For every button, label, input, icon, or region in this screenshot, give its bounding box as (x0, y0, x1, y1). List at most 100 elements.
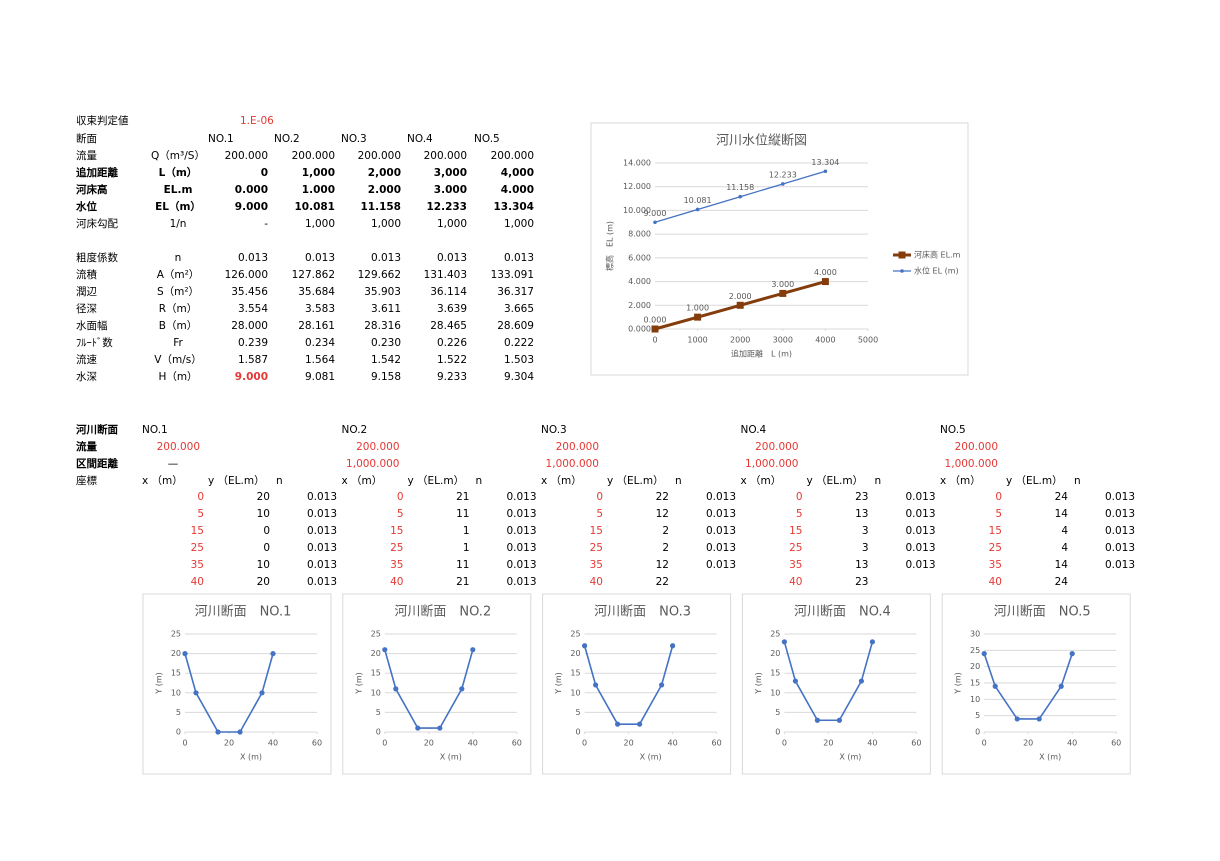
coord: 0 (197, 491, 204, 503)
coord-header: n (476, 475, 483, 487)
cell: 1,000 (305, 218, 335, 230)
marker (992, 683, 998, 689)
coord: 0.013 (1105, 508, 1135, 520)
coord: 0.013 (307, 559, 337, 571)
cell: 1.587 (238, 354, 268, 366)
cell: 129.662 (358, 269, 401, 281)
param: Fr (173, 337, 183, 349)
coord: 5 (796, 508, 803, 520)
x-tick-label: 20 (1023, 739, 1033, 748)
y-tick-label: 15 (570, 669, 580, 678)
coord: 0.013 (506, 559, 536, 571)
cell: 200.000 (225, 150, 268, 162)
coord: 0.013 (706, 559, 736, 571)
section-name: NO.3 (541, 424, 567, 436)
y-tick-label: 20 (770, 649, 780, 658)
y-tick-label: 8.000 (628, 230, 651, 239)
coord: 12 (656, 508, 669, 520)
y-tick-label: 5 (376, 708, 381, 717)
coord: 35 (191, 559, 204, 571)
flow: 200.000 (157, 441, 200, 453)
chart-frame (542, 593, 732, 775)
coord: 23 (855, 491, 868, 503)
legend-marker (900, 269, 904, 273)
cell: 200.000 (424, 150, 467, 162)
coord: 0 (263, 525, 270, 537)
marker (869, 639, 876, 645)
x-tick-label: 20 (823, 739, 833, 748)
x-tick-label: 3000 (773, 336, 793, 345)
cell: 3.554 (238, 303, 268, 315)
coord: 5 (197, 508, 204, 520)
coord: 0.013 (706, 542, 736, 554)
coord: 24 (1055, 491, 1069, 503)
coord: 40 (390, 576, 403, 588)
cell: 133.091 (491, 269, 534, 281)
cell: 3.000 (434, 184, 467, 196)
coord: 0.013 (1105, 491, 1135, 503)
header: NO.5 (474, 133, 500, 145)
cell: 0 (261, 167, 268, 179)
row-label: 流量 (76, 149, 97, 162)
y-axis-label: Y (m) (954, 672, 963, 694)
distance: 1,000.000 (745, 458, 798, 470)
param: Q（m³/S） (151, 150, 205, 162)
cell: 1,000 (437, 218, 467, 230)
marker (393, 686, 399, 692)
x-tick-label: 4000 (815, 336, 835, 345)
coord: 35 (989, 559, 1002, 571)
coord: 11 (456, 508, 469, 520)
coord: 20 (257, 491, 270, 503)
marker (651, 325, 659, 333)
coord: 25 (390, 542, 403, 554)
y-tick-label: 10.000 (623, 206, 651, 215)
y-tick-label: 5 (576, 708, 581, 717)
chart-frame (590, 122, 969, 376)
y-tick-label: 10 (970, 695, 980, 704)
y-tick-label: 5 (975, 711, 980, 720)
marker (593, 682, 599, 688)
x-tick-label: 20 (224, 739, 234, 748)
x-tick-label: 20 (624, 739, 634, 748)
param: EL.m (164, 184, 193, 196)
chart-title: 河川断面 NO.5 (994, 605, 1091, 620)
coord: 0.013 (905, 525, 935, 537)
row-label: 潤辺 (76, 286, 97, 298)
y-tick-label: 20 (171, 649, 181, 658)
coord: 40 (191, 576, 204, 588)
y-tick-label: 5 (176, 708, 181, 717)
marker (1069, 651, 1075, 657)
y-tick-label: 25 (371, 630, 381, 639)
coord-header: x （m） (940, 475, 981, 487)
cell: 28.316 (364, 320, 401, 332)
series-line (384, 649, 474, 729)
y-tick-label: 0 (775, 728, 780, 737)
marker (237, 729, 243, 735)
coord: 0.013 (307, 508, 337, 520)
coord: 40 (989, 576, 1002, 588)
distance: 1,000.000 (945, 458, 998, 470)
chart-frame (741, 593, 931, 775)
legend-label: 水位 EL (m) (914, 266, 959, 276)
cell: 28.609 (497, 320, 534, 332)
section-label: 河川断面 (76, 423, 118, 436)
coord: 0 (397, 491, 404, 503)
coord: 3 (862, 542, 869, 554)
cell: 0.000 (235, 184, 268, 196)
cell: 0.222 (504, 337, 534, 349)
y-tick-label: 10 (770, 688, 780, 697)
cell: 4,000 (501, 167, 534, 179)
param: H（m） (158, 371, 197, 383)
param: 1/n (170, 218, 187, 230)
y-tick-label: 0 (176, 728, 181, 737)
cell: 3,000 (434, 167, 467, 179)
marker (779, 289, 787, 297)
x-axis-label: X (m) (440, 753, 462, 762)
coord-header: y （EL.m） (408, 475, 465, 487)
section-name: NO.1 (142, 424, 168, 436)
legend-label: 河床高 EL.m (914, 250, 961, 260)
flow: 200.000 (755, 441, 798, 453)
value: 1.E-06 (240, 115, 274, 127)
x-axis-label: 追加距離 L (m) (731, 349, 792, 359)
cell: 0.013 (305, 252, 335, 264)
